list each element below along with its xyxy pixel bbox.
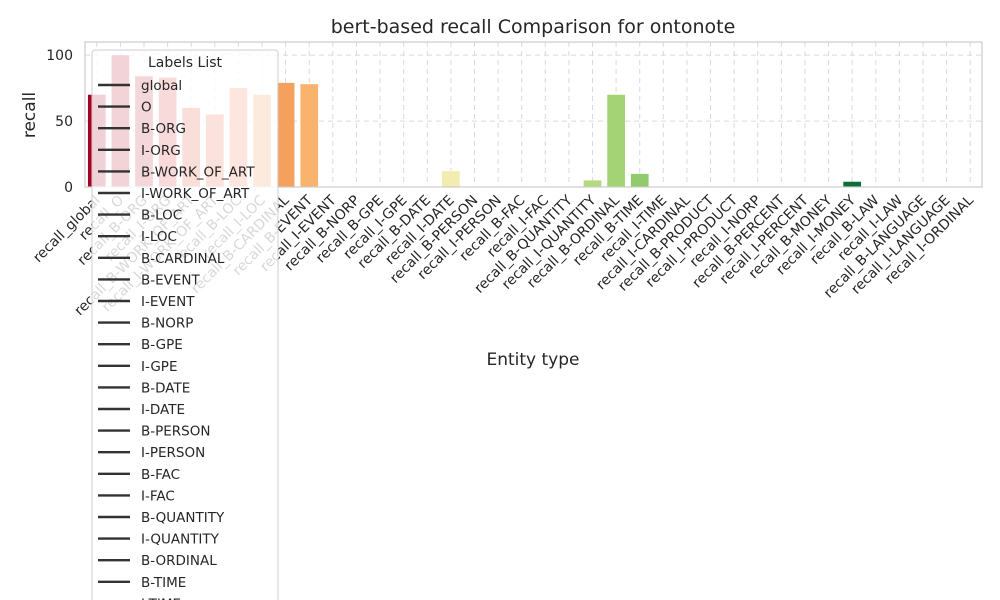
bar-recall_B-TIME — [630, 173, 649, 187]
legend-label-B-LOC: B-LOC — [141, 208, 182, 224]
legend-label-I-FAC: I-FAC — [141, 488, 175, 504]
legend-label-B-GPE: B-GPE — [141, 337, 183, 353]
legend-label-global: global — [141, 78, 182, 94]
bar-recall_B-CARDINAL — [276, 82, 295, 187]
legend-label-B-EVENT: B-EVENT — [141, 272, 201, 288]
legend-label-O: O — [141, 100, 152, 116]
legend-label-B-WORK_OF_ART: B-WORK_OF_ART — [141, 164, 255, 180]
bar-recall_B-ORDINAL — [607, 94, 625, 187]
bar-recall_I-QUANTITY — [583, 180, 602, 187]
plot-frame — [84, 41, 983, 188]
legend-label-B-ORG: B-ORG — [141, 121, 186, 137]
legend-label-I-WORK_OF_ART: I-WORK_OF_ART — [141, 186, 250, 202]
y-tick-label: 100 — [46, 48, 73, 64]
bar-recall_I-DATE — [442, 171, 460, 187]
legend-label-I-DATE: I-DATE — [141, 402, 185, 418]
bar-recall_I-MONEY — [843, 181, 862, 187]
y-tick-label: 0 — [64, 180, 73, 196]
legend-label-B-ORDINAL: B-ORDINAL — [141, 553, 217, 569]
legend-label-I-PERSON: I-PERSON — [141, 445, 205, 461]
legend-label-I-TIME: I-TIME — [141, 596, 181, 600]
legend-label-I-ORG: I-ORG — [141, 143, 181, 159]
legend-label-B-PERSON: B-PERSON — [141, 424, 210, 440]
legend: Labels List global O B-ORG I-ORG B-WORK_OF_A… — [91, 49, 279, 600]
x-axis-label: Entity type — [486, 350, 579, 370]
legend-label-B-DATE: B-DATE — [141, 380, 190, 396]
legend-label-I-GPE: I-GPE — [141, 359, 177, 375]
legend-title: Labels List — [148, 55, 222, 71]
chart-title: bert-based recall Comparison for ontonot… — [331, 16, 736, 38]
legend-label-I-EVENT: I-EVENT — [141, 294, 195, 310]
y-tick-label: 50 — [55, 114, 73, 130]
legend-label-B-CARDINAL: B-CARDINAL — [141, 251, 225, 267]
legend-label-B-QUANTITY: B-QUANTITY — [141, 510, 225, 526]
legend-label-I-LOC: I-LOC — [141, 229, 177, 245]
legend-label-B-FAC: B-FAC — [141, 467, 180, 483]
legend-label-I-QUANTITY: I-QUANTITY — [141, 532, 220, 548]
legend-box — [91, 49, 279, 600]
legend-label-B-NORP: B-NORP — [141, 316, 193, 332]
bar-recall_B-EVENT — [300, 84, 319, 187]
y-axis-label: recall — [20, 92, 40, 138]
legend-label-B-TIME: B-TIME — [141, 575, 186, 591]
